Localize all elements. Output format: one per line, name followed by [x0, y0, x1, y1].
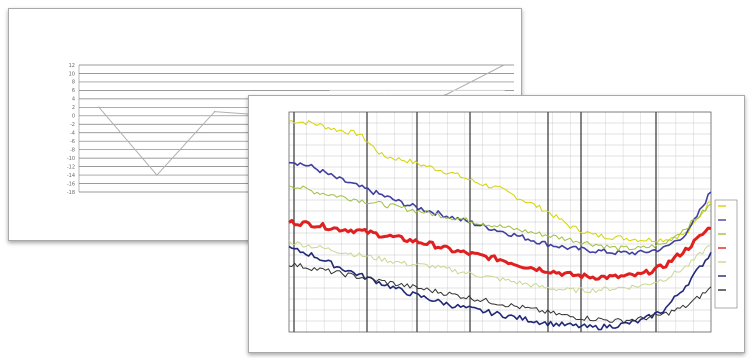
back-data-point [156, 174, 158, 176]
front-series-line [288, 245, 712, 331]
front-series-line [288, 161, 712, 256]
front-line-chart [288, 111, 738, 333]
back-y-tick-label: -18 [67, 190, 75, 196]
back-y-tick-label: 2 [72, 105, 75, 111]
front-chart-window [248, 95, 745, 353]
back-y-tick-label: 10 [69, 71, 75, 77]
back-y-tick-label: 8 [72, 80, 75, 86]
back-y-tick-label: 4 [72, 97, 75, 103]
front-series-line [288, 240, 712, 294]
back-y-tick-label: -4 [70, 131, 75, 137]
front-series-line [288, 262, 712, 324]
back-y-tick-label: -8 [70, 147, 75, 153]
back-y-tick-label: -10 [67, 156, 75, 162]
front-series-line [288, 219, 712, 281]
front-series-line [288, 120, 712, 243]
back-y-tick-label: -12 [67, 164, 75, 170]
back-y-tick-label: -14 [67, 173, 75, 179]
front-legend [714, 199, 738, 309]
back-data-point [387, 89, 390, 92]
front-legend-box [714, 199, 738, 309]
back-data-point [329, 89, 332, 92]
back-data-point [503, 64, 505, 66]
back-data-point [213, 110, 216, 113]
front-series-line [288, 185, 712, 252]
back-data-point [445, 89, 447, 92]
back-y-tick-label: -2 [70, 122, 75, 128]
back-y-tick-label: 0 [72, 114, 75, 120]
back-data-point [503, 89, 505, 92]
back-y-tick-label: 12 [69, 63, 75, 69]
back-y-tick-label: -16 [67, 181, 75, 187]
back-y-tick-label: 6 [72, 88, 75, 94]
back-data-point [98, 106, 100, 109]
back-y-tick-label: -6 [70, 139, 75, 145]
